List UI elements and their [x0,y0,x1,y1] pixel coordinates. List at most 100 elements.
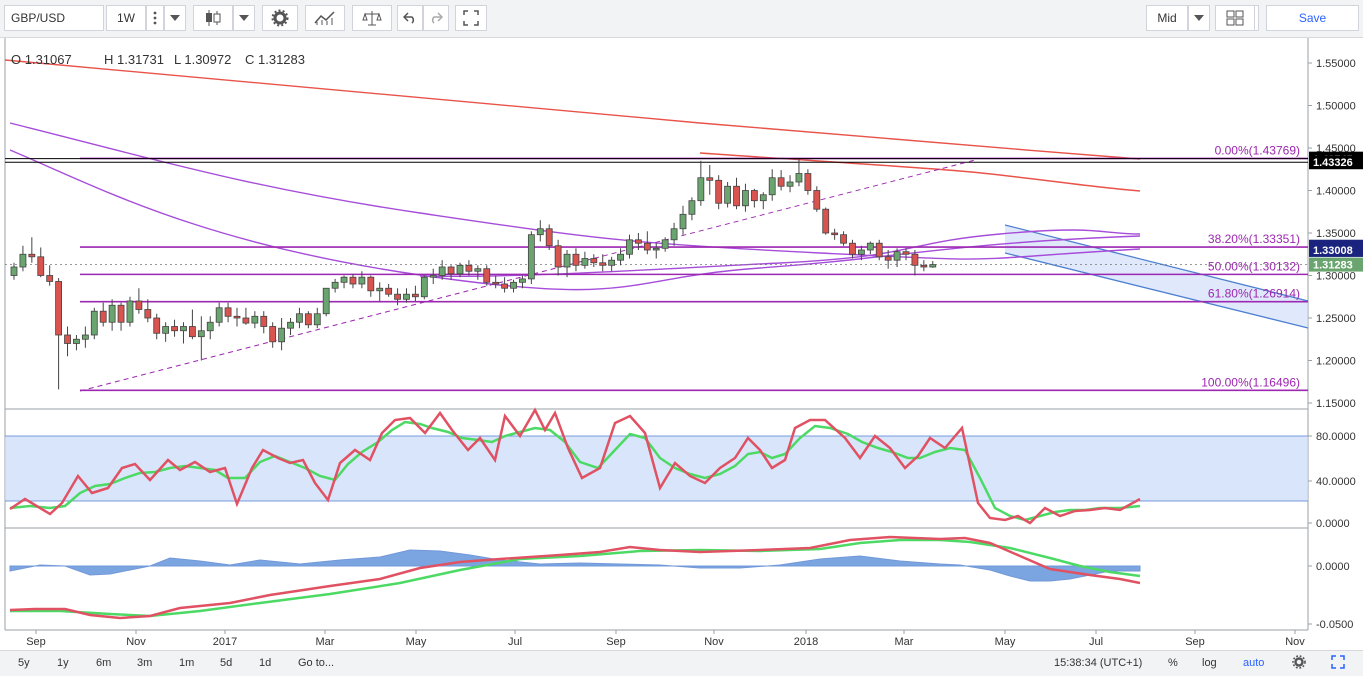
candle-up [73,338,80,344]
candle-up [626,239,633,255]
candle-up [403,293,410,300]
candle-down [840,234,847,244]
top-toolbar: GBP/USD 1W Mid Save [0,0,1363,38]
candle-down [501,283,509,289]
candle-down [813,190,821,210]
chart-type-dropdown[interactable] [233,5,255,31]
candle-down [171,326,178,332]
redo-button[interactable] [423,5,449,31]
time-axis-label: 2017 [213,636,237,648]
candle-up [322,287,330,315]
candle-down [599,262,607,266]
candle-up [679,213,687,230]
candle-down [46,275,54,282]
ma-mid-purple [9,149,1141,291]
candle-down [447,266,455,275]
candle-up [519,278,526,283]
candle-down [260,315,268,327]
candle-down [269,326,277,343]
expand-icon[interactable] [1331,655,1345,672]
candle-down [849,242,856,255]
candle-down [875,242,883,258]
auto-toggle[interactable]: auto [1243,657,1265,669]
legend-open: O 1.31067 [11,52,72,67]
candle-down [55,281,62,336]
candle-down [572,253,580,266]
percent-toggle[interactable]: % [1168,657,1178,669]
price-axis-label: 1.35000 [1316,228,1356,240]
price-type-button[interactable]: Mid [1146,5,1188,31]
range-1y[interactable]: 1y [57,657,69,669]
layout-button[interactable] [1215,5,1255,31]
candle-up [90,310,98,336]
chart-type-button[interactable] [193,5,233,31]
time-axis-label: Nov [126,636,146,648]
price-badge-label: 1.31283 [1313,260,1353,272]
candle-up [287,321,294,329]
time-axis-label: May [995,636,1016,648]
chevron-down-icon [1194,15,1204,21]
candle-up [929,264,937,268]
candle-up [581,258,589,266]
range-1d[interactable]: 1d [259,657,272,669]
candle-down [28,253,36,258]
candle-up [108,304,116,323]
more-vertical-icon[interactable] [146,5,164,31]
stoch-k-line [9,407,1141,525]
candle-up [724,185,731,204]
candle-up [608,259,616,266]
legend-close: C 1.31283 [245,52,305,67]
time-axis-label: Mar [895,636,914,648]
candle-down [465,264,473,272]
price-axis-label: 1.55000 [1316,58,1356,70]
legend-low: L 1.30972 [174,52,231,67]
candle-up [858,249,865,255]
price-chart[interactable]: 0.00%(1.43769) 38.20%(1.33351) 50.00%(1.30… [0,38,1363,650]
chart-area[interactable]: 0.00%(1.43769) 38.20%(1.33351) 50.00%(1.30… [0,38,1363,650]
undo-button[interactable] [397,5,423,31]
gear-icon [271,9,289,27]
time-axis-label: Nov [1285,636,1305,648]
indicators-button[interactable] [305,5,345,31]
channel-bottom-line [1004,252,1309,329]
candle-down [492,281,500,285]
candle-down [715,179,723,204]
redo-icon [431,12,443,24]
candle-down [304,313,312,326]
interval-button[interactable]: 1W [106,5,146,31]
range-1m[interactable]: 1m [179,657,195,669]
range-6m[interactable]: 6m [96,657,112,669]
candle-up [358,276,366,285]
range-5d[interactable]: 5d [220,657,233,669]
symbol-search[interactable]: GBP/USD [4,5,104,31]
price-badge [1309,155,1363,170]
log-toggle[interactable]: log [1202,657,1217,669]
settings-button[interactable] [262,5,298,31]
save-button[interactable]: Save [1266,5,1359,31]
layout-dropdown[interactable] [1255,5,1259,31]
stoch-axis-label: 80.0000 [1316,431,1356,443]
range-5y[interactable]: 5y [18,657,30,669]
candle-down [153,317,161,334]
candle-up [313,313,321,326]
candle-up [670,228,678,241]
candle-down [349,276,357,285]
interval-dropdown[interactable] [164,5,186,31]
range-3m[interactable]: 3m [137,657,153,669]
candle-down [367,276,375,292]
price-type-dropdown[interactable] [1188,5,1210,31]
candle-up [474,268,482,272]
undo-icon [403,12,415,24]
candle-down [233,315,241,319]
candle-down [242,317,250,324]
candle-up [652,247,660,251]
price-axis-label: 1.20000 [1316,356,1356,368]
gear-icon[interactable] [1292,655,1306,672]
compare-button[interactable] [352,5,392,31]
goto-button[interactable]: Go to... [298,657,335,669]
candle-up [376,287,384,292]
candle-up [510,281,517,289]
fullscreen-button[interactable] [455,5,487,31]
candle-up [563,253,571,268]
candle-up [893,251,901,261]
